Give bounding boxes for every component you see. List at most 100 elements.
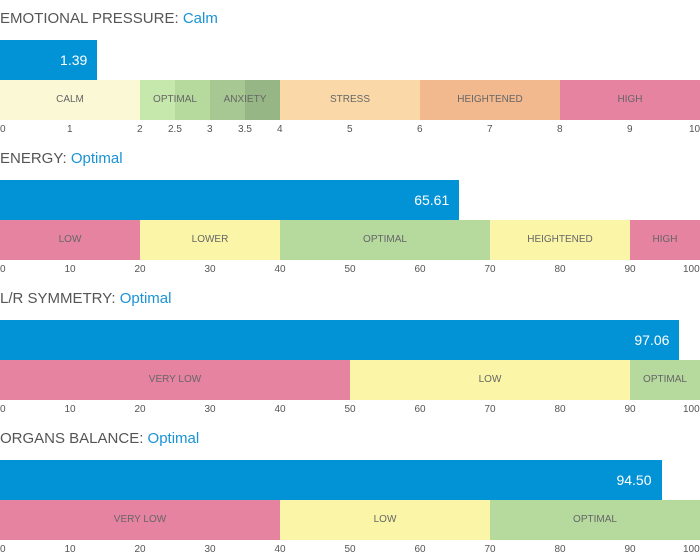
metric-title: ENERGY: Optimal (0, 150, 123, 167)
tick-label: 50 (344, 404, 356, 415)
zone-low (350, 360, 630, 400)
tick-label: 90 (624, 544, 636, 555)
metric-organs-balance: ORGANS BALANCE: Optimal 94.50 VERY LOW LO… (0, 420, 700, 560)
tick-label: 90 (624, 264, 636, 275)
zone-high (560, 80, 700, 120)
zone-label: HIGH (652, 234, 678, 245)
tick-label: 3 (207, 124, 213, 135)
zone-heightened (420, 80, 560, 120)
tick-label: 10 (64, 264, 76, 275)
tick-label: 70 (484, 544, 496, 555)
tick-label: 20 (134, 264, 146, 275)
metric-title: ORGANS BALANCE: Optimal (0, 430, 199, 447)
tick-label: 70 (484, 404, 496, 415)
metric-emotional-pressure: EMOTIONAL PRESSURE: Calm 1.39 CALM OPTIMA… (0, 0, 700, 140)
zone-stress (280, 80, 420, 120)
metric-title: L/R SYMMETRY: Optimal (0, 290, 171, 307)
tick-label: 50 (344, 544, 356, 555)
metric-name: L/R SYMMETRY: (0, 290, 116, 307)
zone-label: LOW (373, 514, 397, 525)
zone-label: HEIGHTENED (457, 94, 523, 105)
value-bar: 1.39 (0, 40, 98, 80)
tick-label: 0 (0, 544, 6, 555)
zone-heightened (490, 220, 630, 260)
tick-axis: 0 1 2 2.5 3 3.5 4 5 6 7 8 9 10 (0, 120, 700, 140)
tick-label: 4 (277, 124, 283, 135)
zone-low (0, 220, 140, 260)
tick-label: 40 (274, 404, 286, 415)
tick-label: 40 (274, 544, 286, 555)
zone-calm (0, 80, 140, 120)
value-bar: 65.61 (0, 180, 460, 220)
zone-optimal (630, 360, 700, 400)
tick-label: 80 (554, 404, 566, 415)
zone-label: VERY LOW (113, 514, 167, 525)
tick-label: 30 (204, 264, 216, 275)
zone-scale: VERY LOW LOW OPTIMAL (0, 360, 700, 400)
zone-low (280, 500, 490, 540)
zone-scale: LOW LOWER OPTIMAL HEIGHTENED HIGH (0, 220, 700, 260)
tick-label: 30 (204, 544, 216, 555)
value-label: 94.50 (616, 472, 652, 488)
zone-label: LOWER (191, 234, 229, 245)
zone-optimal (140, 80, 175, 120)
tick-label: 0 (0, 264, 6, 275)
tick-label: 9 (627, 124, 633, 135)
zone-optimal (490, 500, 700, 540)
tick-label: 3.5 (238, 124, 252, 135)
tick-label: 60 (414, 544, 426, 555)
tick-label: 90 (624, 404, 636, 415)
tick-label: 30 (204, 404, 216, 415)
tick-label: 40 (274, 264, 286, 275)
tick-label: 80 (554, 264, 566, 275)
zone-label: HEIGHTENED (527, 234, 593, 245)
tick-label: 2.5 (168, 124, 182, 135)
tick-label: 20 (134, 544, 146, 555)
metric-title: EMOTIONAL PRESSURE: Calm (0, 10, 218, 27)
value-label: 97.06 (634, 332, 670, 348)
value-label: 1.39 (60, 52, 88, 68)
zone-label: LOW (478, 374, 502, 385)
zone-label: HIGH (617, 94, 643, 105)
metric-lr-symmetry: L/R SYMMETRY: Optimal 97.06 VERY LOW LOW O… (0, 280, 700, 420)
metric-name: ENERGY: (0, 150, 67, 167)
tick-label: 5 (347, 124, 353, 135)
metric-status: Optimal (147, 430, 200, 447)
metric-status: Calm (182, 10, 218, 27)
zone-label: ANXIETY (223, 94, 267, 105)
tick-label: 10 (64, 404, 76, 415)
tick-label: 60 (414, 264, 426, 275)
zone-very-low (0, 500, 280, 540)
zone-lower (140, 220, 280, 260)
value-bar: 94.50 (0, 460, 662, 500)
zone-scale: VERY LOW LOW OPTIMAL (0, 500, 700, 540)
tick-label: 0 (0, 404, 6, 415)
zone-label: LOW (58, 234, 82, 245)
zone-scale: CALM OPTIMAL ANXIETY STRESS HEIGHTENED HIGH (0, 80, 700, 120)
tick-label: 1 (67, 124, 73, 135)
metric-energy: ENERGY: Optimal 65.61 LOW LOWER OPTIMAL HEI… (0, 140, 700, 280)
tick-axis: 0 10 20 30 40 50 60 70 80 90 100 (0, 260, 700, 280)
zone-very-low (0, 360, 350, 400)
metric-status: Optimal (119, 290, 172, 307)
zone-high (630, 220, 700, 260)
zone-optimal-shade (175, 80, 210, 120)
zone-label: OPTIMAL (643, 374, 687, 385)
metric-status: Optimal (70, 150, 123, 167)
tick-label: 60 (414, 404, 426, 415)
tick-axis: 0 10 20 30 40 50 60 70 80 90 100 (0, 540, 700, 560)
tick-label: 6 (417, 124, 423, 135)
tick-label: 70 (484, 264, 496, 275)
tick-label: 100 (683, 264, 700, 275)
tick-label: 100 (683, 404, 700, 415)
zone-label: STRESS (329, 94, 370, 105)
zone-label: OPTIMAL (153, 94, 197, 105)
tick-label: 7 (487, 124, 493, 135)
tick-label: 10 (689, 124, 700, 135)
tick-axis: 0 10 20 30 40 50 60 70 80 90 100 (0, 400, 700, 420)
zone-label: OPTIMAL (363, 234, 407, 245)
zone-label: CALM (56, 94, 84, 105)
zone-anxiety (210, 80, 245, 120)
tick-label: 50 (344, 264, 356, 275)
metric-name: ORGANS BALANCE: (0, 430, 144, 447)
